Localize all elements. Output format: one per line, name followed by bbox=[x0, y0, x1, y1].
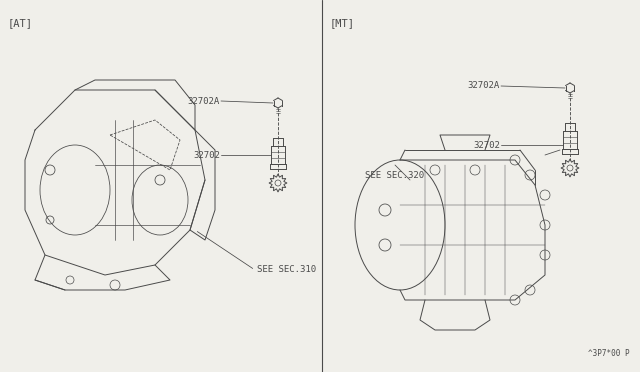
Text: 32702: 32702 bbox=[473, 141, 500, 150]
Text: ^3P7*00 P: ^3P7*00 P bbox=[588, 349, 630, 358]
Text: [AT]: [AT] bbox=[8, 18, 33, 28]
Text: 32702A: 32702A bbox=[468, 81, 500, 90]
Text: 32702A: 32702A bbox=[188, 96, 220, 106]
Text: SEE SEC.310: SEE SEC.310 bbox=[257, 266, 316, 275]
Text: 32702: 32702 bbox=[193, 151, 220, 160]
Text: [MT]: [MT] bbox=[330, 18, 355, 28]
Text: SEE SEC.320: SEE SEC.320 bbox=[365, 170, 424, 180]
